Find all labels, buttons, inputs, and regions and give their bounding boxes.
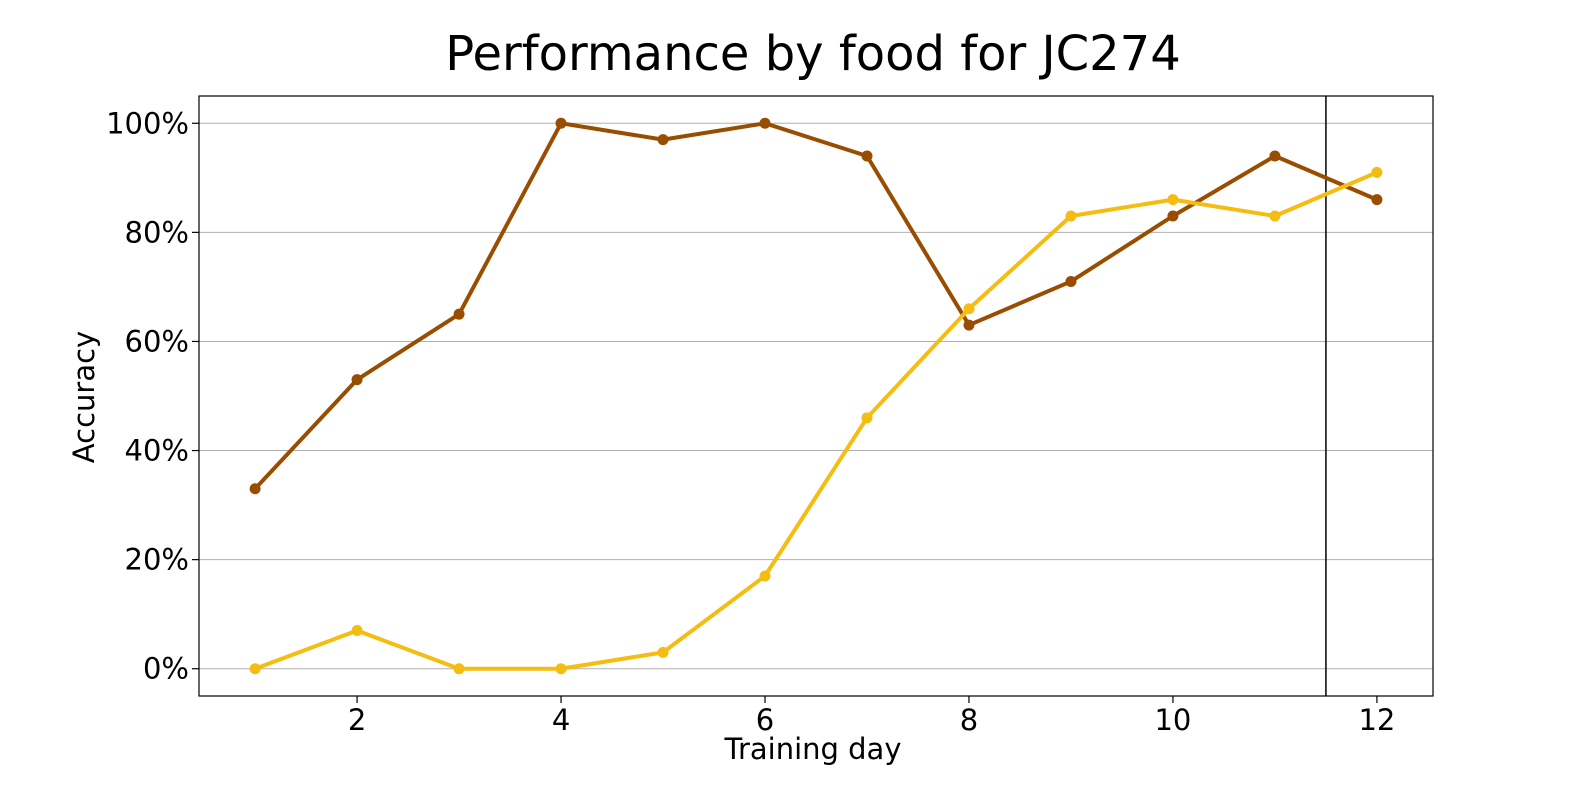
x-tick-label: 6 bbox=[756, 703, 774, 737]
x-tick-label: 4 bbox=[552, 703, 570, 737]
data-point bbox=[759, 117, 771, 129]
plot-frame bbox=[198, 95, 1434, 697]
series-line bbox=[254, 170, 1378, 671]
data-point bbox=[657, 134, 669, 146]
data-point bbox=[963, 303, 975, 315]
chart-title: Performance by food for JC274 bbox=[445, 26, 1180, 82]
y-axis: 0% 20% 40% 60% 80% 100% bbox=[106, 106, 199, 686]
data-point bbox=[1065, 275, 1077, 287]
data-point bbox=[1065, 210, 1077, 222]
y-tick-label: 40% bbox=[125, 434, 189, 468]
x-axis-label: Training day bbox=[724, 732, 902, 766]
x-axis: 2 4 6 8 10 12 bbox=[348, 696, 1395, 737]
y-tick-label: 80% bbox=[125, 215, 189, 249]
data-point bbox=[1371, 194, 1383, 206]
data-point bbox=[249, 663, 261, 675]
data-point bbox=[861, 150, 873, 162]
data-point bbox=[1167, 210, 1179, 222]
data-point bbox=[351, 625, 363, 637]
x-tick-label: 12 bbox=[1358, 703, 1395, 737]
data-point bbox=[249, 483, 261, 495]
data-point bbox=[453, 308, 465, 320]
data-point bbox=[963, 319, 975, 331]
data-point bbox=[351, 374, 363, 386]
series-group bbox=[249, 117, 1383, 675]
data-point bbox=[453, 663, 465, 675]
y-axis-label: Accuracy bbox=[67, 331, 101, 463]
series-1 bbox=[249, 117, 1383, 495]
data-point bbox=[1167, 194, 1179, 206]
data-point bbox=[759, 570, 771, 582]
y-tick-label: 100% bbox=[106, 106, 189, 140]
y-tick-label: 60% bbox=[125, 324, 189, 358]
data-point bbox=[1269, 150, 1281, 162]
x-tick-label: 10 bbox=[1154, 703, 1191, 737]
data-point bbox=[657, 646, 669, 658]
data-point bbox=[555, 663, 567, 675]
series-line bbox=[253, 121, 1378, 491]
data-point bbox=[861, 412, 873, 424]
data-point bbox=[1371, 166, 1383, 178]
x-tick-label: 2 bbox=[348, 703, 366, 737]
x-tick-label: 8 bbox=[960, 703, 978, 737]
y-tick-label: 0% bbox=[143, 652, 189, 686]
data-point bbox=[555, 117, 567, 129]
series-2 bbox=[249, 166, 1383, 675]
data-point bbox=[1269, 210, 1281, 222]
grid bbox=[199, 122, 1433, 670]
y-tick-label: 20% bbox=[125, 543, 189, 577]
